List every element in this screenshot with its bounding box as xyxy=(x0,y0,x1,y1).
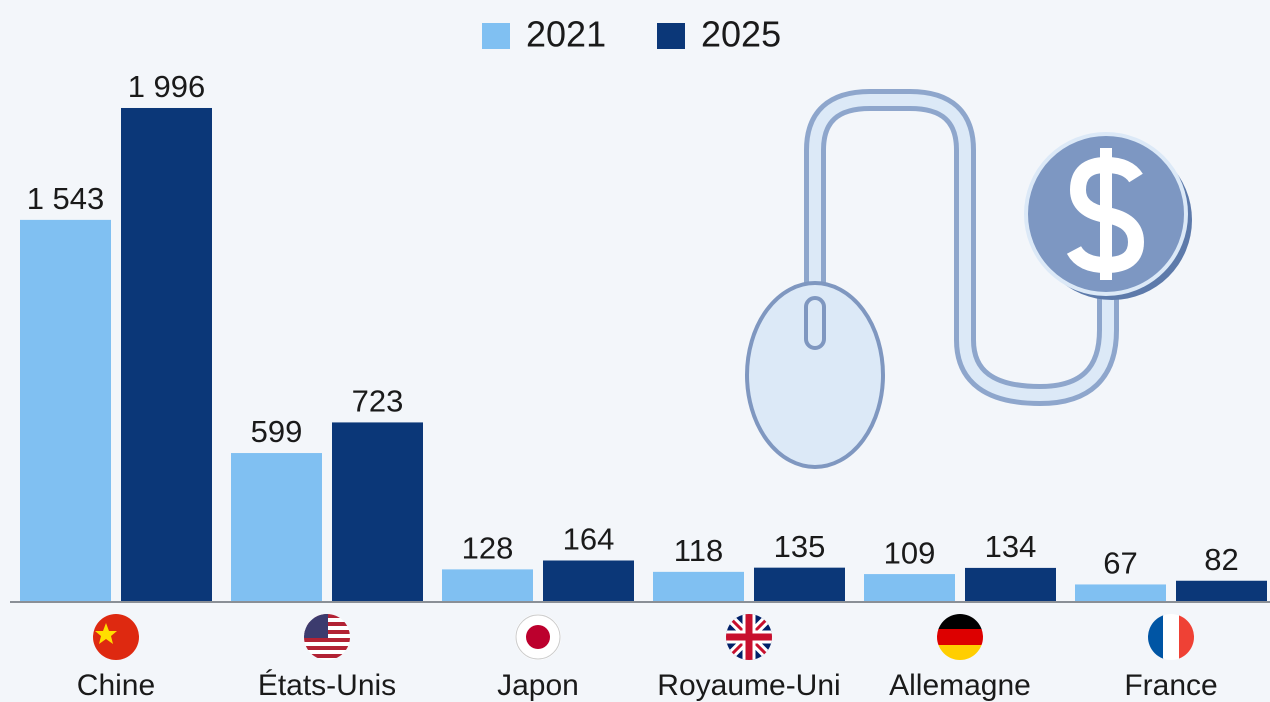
category-label: France xyxy=(1124,669,1217,702)
value-label: 82 xyxy=(1204,542,1238,577)
bar xyxy=(231,453,322,601)
bar xyxy=(20,219,111,601)
legend-swatch xyxy=(657,23,685,49)
value-label: 1 543 xyxy=(27,181,105,216)
value-label: 164 xyxy=(563,522,615,557)
bar xyxy=(121,107,212,601)
bar xyxy=(1075,584,1166,601)
value-label: 118 xyxy=(674,533,723,568)
bar xyxy=(864,574,955,601)
category-label: Allemagne xyxy=(889,669,1031,702)
bar xyxy=(653,571,744,601)
bar xyxy=(754,567,845,601)
value-label: 599 xyxy=(251,414,303,449)
bar xyxy=(332,422,423,601)
category-label: Royaume-Uni xyxy=(657,669,840,702)
category-label: Japon xyxy=(497,669,579,702)
flags xyxy=(93,614,1194,660)
value-label: 67 xyxy=(1103,546,1137,581)
category-label: Chine xyxy=(77,669,155,702)
illustration xyxy=(745,89,1192,469)
value-label: 135 xyxy=(774,529,826,564)
legend-label: 2025 xyxy=(701,14,781,55)
legend-label: 2021 xyxy=(526,14,606,55)
bar xyxy=(442,569,533,601)
value-label: 128 xyxy=(462,531,514,566)
bar xyxy=(1176,580,1267,601)
value-label: 109 xyxy=(884,535,936,570)
bar xyxy=(543,560,634,601)
value-label: 723 xyxy=(352,384,404,419)
legend-swatch xyxy=(482,23,510,49)
value-label: 134 xyxy=(985,529,1037,564)
bar xyxy=(965,567,1056,601)
value-label: 1 996 xyxy=(128,69,206,104)
category-label: États-Unis xyxy=(258,669,396,702)
